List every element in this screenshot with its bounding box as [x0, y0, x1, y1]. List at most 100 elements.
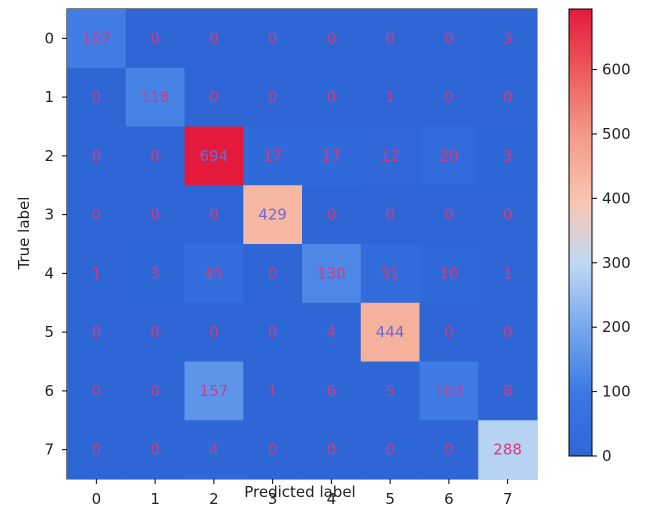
matrix-cell-label: 0 — [385, 441, 395, 459]
matrix-cell-label: 288 — [493, 441, 522, 459]
matrix-cell-label: 0 — [209, 29, 219, 47]
matrix-cell-label: 4 — [209, 441, 219, 459]
matrix-cell — [243, 9, 303, 69]
matrix-cell — [125, 420, 185, 480]
x-axis-tick-label: 4 — [327, 490, 337, 508]
matrix-cell-label: 45 — [204, 264, 223, 282]
matrix-cell-label: 0 — [150, 382, 160, 400]
colorbar-tick-label: 0 — [602, 447, 612, 465]
matrix-cell-label: 107 — [82, 29, 111, 47]
matrix-cell-label: 4 — [327, 323, 337, 341]
matrix-cell — [67, 9, 127, 69]
matrix-cell — [360, 185, 420, 245]
matrix-cell-label: 103 — [435, 382, 464, 400]
matrix-cell-label: 0 — [150, 147, 160, 165]
matrix-cell-label: 0 — [209, 88, 219, 106]
matrix-cell — [478, 244, 538, 304]
x-axis-tick-label: 2 — [209, 490, 219, 508]
colorbar-tick-label: 100 — [602, 383, 631, 401]
matrix-cell — [419, 361, 479, 421]
matrix-cell — [125, 185, 185, 245]
matrix-cell — [419, 67, 479, 127]
matrix-cell — [478, 185, 538, 245]
matrix-cell-label: 0 — [150, 441, 160, 459]
matrix-cell-label: 0 — [268, 29, 278, 47]
matrix-cell — [360, 420, 420, 480]
matrix-cell — [478, 361, 538, 421]
matrix-cell-label: 10 — [439, 264, 458, 282]
y-axis-tick-label: 1 — [44, 88, 54, 106]
matrix-cell-label: 3 — [503, 147, 513, 165]
y-axis-tick-label: 4 — [44, 264, 54, 282]
matrix-cell — [184, 302, 244, 362]
matrix-cell — [67, 420, 127, 480]
matrix-cell — [184, 9, 244, 69]
matrix-cell-label: 130 — [317, 264, 346, 282]
y-axis-tick-label: 2 — [44, 147, 54, 165]
matrix-cell-label: 8 — [503, 382, 513, 400]
matrix-cell — [302, 420, 362, 480]
matrix-cell — [67, 302, 127, 362]
matrix-cell-label: 0 — [150, 323, 160, 341]
matrix-cell-label: 0 — [327, 206, 337, 224]
colorbar-tick-label: 600 — [602, 61, 631, 79]
matrix-cell — [243, 420, 303, 480]
matrix-cell — [184, 185, 244, 245]
matrix-cell-label: 0 — [444, 441, 454, 459]
matrix-cell-label: 0 — [327, 29, 337, 47]
matrix-cell-label: 0 — [268, 264, 278, 282]
matrix-cell — [478, 9, 538, 69]
y-axis-label: True label — [15, 197, 33, 271]
x-axis-tick-label: 5 — [385, 490, 395, 508]
matrix-cell — [184, 126, 244, 186]
matrix-cell — [184, 420, 244, 480]
matrix-cell — [243, 185, 303, 245]
matrix-cell-label: 31 — [381, 264, 400, 282]
matrix-cell-label: 0 — [150, 206, 160, 224]
matrix-cell — [184, 244, 244, 304]
colorbar-tick-label: 300 — [602, 254, 631, 272]
y-axis: 0 1 2 3 4 5 6 7 — [44, 29, 67, 459]
matrix-cell — [360, 361, 420, 421]
matrix-cell — [360, 126, 420, 186]
matrix-cell-label: 0 — [444, 88, 454, 106]
matrix-cell-label: 3 — [150, 264, 160, 282]
matrix-cell-label: 694 — [200, 147, 229, 165]
matrix-cell-label: 12 — [381, 147, 400, 165]
matrix-cell-label: 0 — [209, 206, 219, 224]
matrix-cell-label: 1 — [92, 264, 102, 282]
matrix-cell — [360, 9, 420, 69]
matrix-cell — [243, 67, 303, 127]
colorbar-tick-label: 200 — [602, 318, 631, 336]
matrix-cell — [360, 244, 420, 304]
matrix-cell-label: 0 — [327, 88, 337, 106]
matrix-cell — [302, 9, 362, 69]
matrix-cell — [478, 67, 538, 127]
matrix-cell-label: 1 — [268, 382, 278, 400]
y-axis-tick-label: 3 — [44, 206, 54, 224]
matrix-cell — [302, 185, 362, 245]
matrix-cell — [302, 361, 362, 421]
x-axis-tick-label: 0 — [92, 490, 102, 508]
matrix-cell-label: 429 — [258, 206, 287, 224]
y-axis-tick-label: 0 — [44, 29, 54, 47]
matrix-cell — [67, 361, 127, 421]
matrix-cell-label: 0 — [503, 206, 513, 224]
matrix-cell-label: 0 — [444, 323, 454, 341]
y-axis-tick-label: 5 — [44, 323, 54, 341]
matrix-cell — [419, 420, 479, 480]
matrix-cell-label: 0 — [92, 382, 102, 400]
matrix-cell — [125, 126, 185, 186]
matrix-cell-label: 0 — [92, 147, 102, 165]
matrix-cell-label: 0 — [268, 88, 278, 106]
matrix-cell-label: 0 — [444, 29, 454, 47]
matrix-cell — [478, 302, 538, 362]
matrix-cell-label: 0 — [444, 206, 454, 224]
matrix-cell-label: 0 — [209, 323, 219, 341]
matrix-cell-label: 0 — [92, 206, 102, 224]
matrix-cell — [419, 302, 479, 362]
matrix-cell-label: 3 — [503, 29, 513, 47]
x-axis-tick-label: 1 — [150, 490, 160, 508]
matrix-cell — [67, 67, 127, 127]
colorbar-tick-label: 500 — [602, 125, 631, 143]
